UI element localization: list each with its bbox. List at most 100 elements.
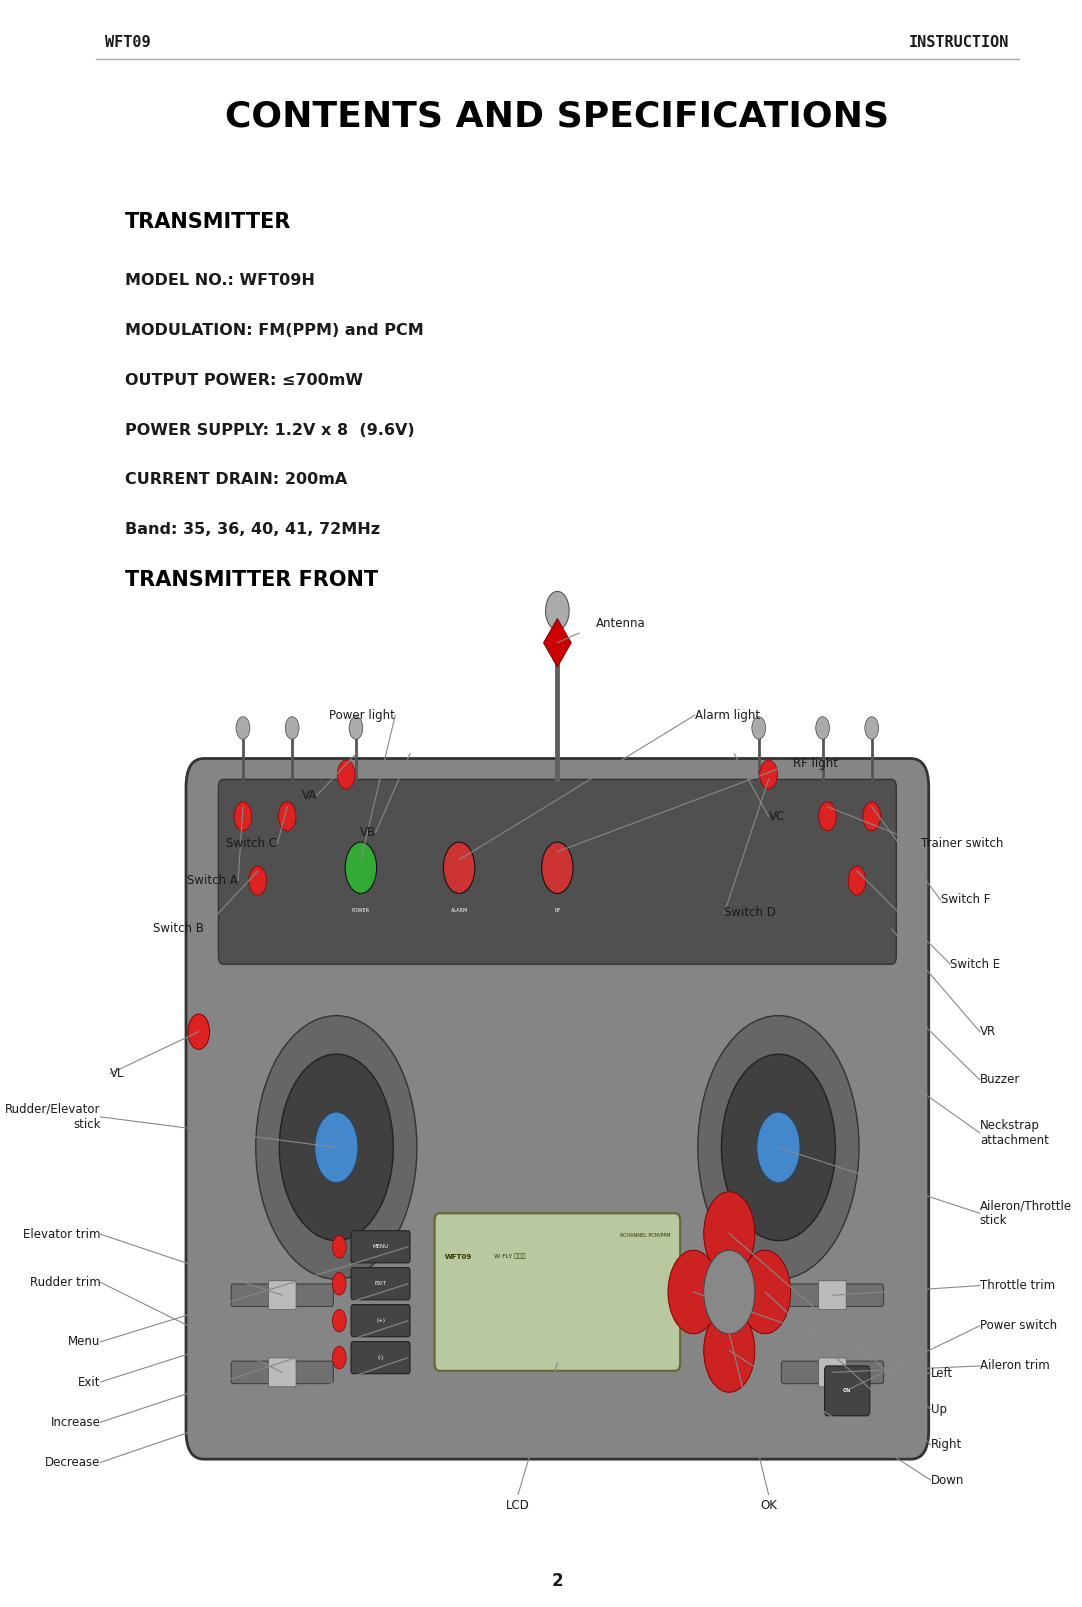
Text: VL: VL <box>110 1067 124 1080</box>
Circle shape <box>703 1308 755 1392</box>
Text: Elevator trim: Elevator trim <box>23 1228 101 1241</box>
Circle shape <box>722 1054 835 1241</box>
Text: VB: VB <box>359 826 375 839</box>
FancyBboxPatch shape <box>186 759 928 1459</box>
Text: (-): (-) <box>378 1355 384 1360</box>
Circle shape <box>668 1250 720 1334</box>
Text: WFT09: WFT09 <box>445 1253 472 1260</box>
Text: CURRENT DRAIN: 200mA: CURRENT DRAIN: 200mA <box>126 472 347 487</box>
FancyBboxPatch shape <box>781 1361 884 1384</box>
Circle shape <box>234 802 252 831</box>
FancyBboxPatch shape <box>268 1281 296 1310</box>
Text: Decrease: Decrease <box>45 1456 101 1469</box>
Circle shape <box>332 1236 346 1258</box>
Text: VC: VC <box>768 810 784 823</box>
Circle shape <box>703 1250 755 1334</box>
Circle shape <box>816 717 830 739</box>
Circle shape <box>756 1112 800 1183</box>
Circle shape <box>848 866 866 895</box>
Text: Rudder trim: Rudder trim <box>30 1276 101 1289</box>
Circle shape <box>332 1273 346 1295</box>
Text: POWER SUPPLY: 1.2V x 8  (9.6V): POWER SUPPLY: 1.2V x 8 (9.6V) <box>126 423 414 437</box>
Text: Down: Down <box>931 1474 964 1486</box>
Text: EXIT: EXIT <box>374 1281 386 1286</box>
Text: Exit: Exit <box>78 1376 101 1388</box>
FancyBboxPatch shape <box>351 1305 410 1337</box>
Text: POWER: POWER <box>352 908 370 913</box>
Text: Band: 35, 36, 40, 41, 72MHz: Band: 35, 36, 40, 41, 72MHz <box>126 522 380 537</box>
Text: Aileron/Throttle
stick: Aileron/Throttle stick <box>980 1199 1072 1228</box>
Text: Switch C: Switch C <box>226 837 277 850</box>
Text: 9CHANNEL PCM/PPM: 9CHANNEL PCM/PPM <box>620 1233 671 1237</box>
Text: Left: Left <box>931 1368 953 1380</box>
Circle shape <box>315 1112 358 1183</box>
Text: Menu: Menu <box>68 1335 101 1348</box>
Circle shape <box>865 717 879 739</box>
Text: RF light: RF light <box>793 757 839 770</box>
Circle shape <box>279 1054 393 1241</box>
Circle shape <box>760 760 778 789</box>
Circle shape <box>188 1014 210 1049</box>
FancyBboxPatch shape <box>819 1281 846 1310</box>
FancyBboxPatch shape <box>232 1284 333 1306</box>
Text: W FLY 天地飞: W FLY 天地飞 <box>493 1253 525 1260</box>
Text: Switch F: Switch F <box>940 893 990 906</box>
Circle shape <box>249 866 266 895</box>
Circle shape <box>698 1016 859 1279</box>
Text: ON: ON <box>843 1387 852 1393</box>
Circle shape <box>863 802 881 831</box>
Text: CONTENTS AND SPECIFICATIONS: CONTENTS AND SPECIFICATIONS <box>225 100 889 133</box>
Text: Buzzer: Buzzer <box>980 1073 1020 1086</box>
Text: (+): (+) <box>377 1318 385 1323</box>
Text: VR: VR <box>980 1025 995 1038</box>
Circle shape <box>236 717 250 739</box>
FancyBboxPatch shape <box>351 1342 410 1374</box>
Text: WFT09: WFT09 <box>105 35 151 50</box>
Text: 2: 2 <box>552 1572 563 1591</box>
Text: Switch E: Switch E <box>950 958 1001 971</box>
FancyBboxPatch shape <box>232 1361 333 1384</box>
Text: Alarm light: Alarm light <box>695 709 760 722</box>
Circle shape <box>444 842 475 893</box>
Text: Up: Up <box>931 1403 947 1416</box>
Text: Antenna: Antenna <box>596 617 646 630</box>
FancyBboxPatch shape <box>219 779 896 964</box>
Text: MODEL NO.: WFT09H: MODEL NO.: WFT09H <box>126 273 315 288</box>
Circle shape <box>819 802 836 831</box>
Text: Rudder/Elevator
stick: Rudder/Elevator stick <box>5 1102 101 1131</box>
Text: OUTPUT POWER: ≤700mW: OUTPUT POWER: ≤700mW <box>126 373 364 387</box>
Polygon shape <box>543 619 571 667</box>
Text: LCD: LCD <box>506 1499 530 1512</box>
Circle shape <box>332 1347 346 1369</box>
Circle shape <box>286 717 299 739</box>
Circle shape <box>545 591 569 630</box>
Circle shape <box>542 842 573 893</box>
Circle shape <box>752 717 766 739</box>
Text: Right: Right <box>931 1438 962 1451</box>
Text: Increase: Increase <box>51 1416 101 1429</box>
Text: Power light: Power light <box>329 709 395 722</box>
Text: Trainer switch: Trainer switch <box>921 837 1003 850</box>
Text: TRANSMITTER: TRANSMITTER <box>126 212 291 231</box>
FancyBboxPatch shape <box>824 1366 870 1416</box>
Circle shape <box>349 717 362 739</box>
Text: MENU: MENU <box>372 1244 388 1249</box>
Text: Throttle trim: Throttle trim <box>980 1279 1055 1292</box>
Text: INSTRUCTION: INSTRUCTION <box>909 35 1010 50</box>
Text: Switch B: Switch B <box>153 922 203 935</box>
FancyBboxPatch shape <box>819 1358 846 1387</box>
FancyBboxPatch shape <box>435 1213 681 1371</box>
Text: MODULATION: FM(PPM) and PCM: MODULATION: FM(PPM) and PCM <box>126 323 424 337</box>
Text: Power switch: Power switch <box>980 1319 1057 1332</box>
Text: Switch A: Switch A <box>187 874 238 887</box>
FancyBboxPatch shape <box>268 1358 296 1387</box>
Circle shape <box>739 1250 791 1334</box>
Circle shape <box>278 802 296 831</box>
Circle shape <box>338 760 355 789</box>
Text: ALARM: ALARM <box>450 908 467 913</box>
Text: VA: VA <box>302 789 317 802</box>
FancyBboxPatch shape <box>781 1284 884 1306</box>
Text: Switch D: Switch D <box>724 906 776 919</box>
Circle shape <box>332 1310 346 1332</box>
Text: Neckstrap
attachment: Neckstrap attachment <box>980 1118 1048 1147</box>
